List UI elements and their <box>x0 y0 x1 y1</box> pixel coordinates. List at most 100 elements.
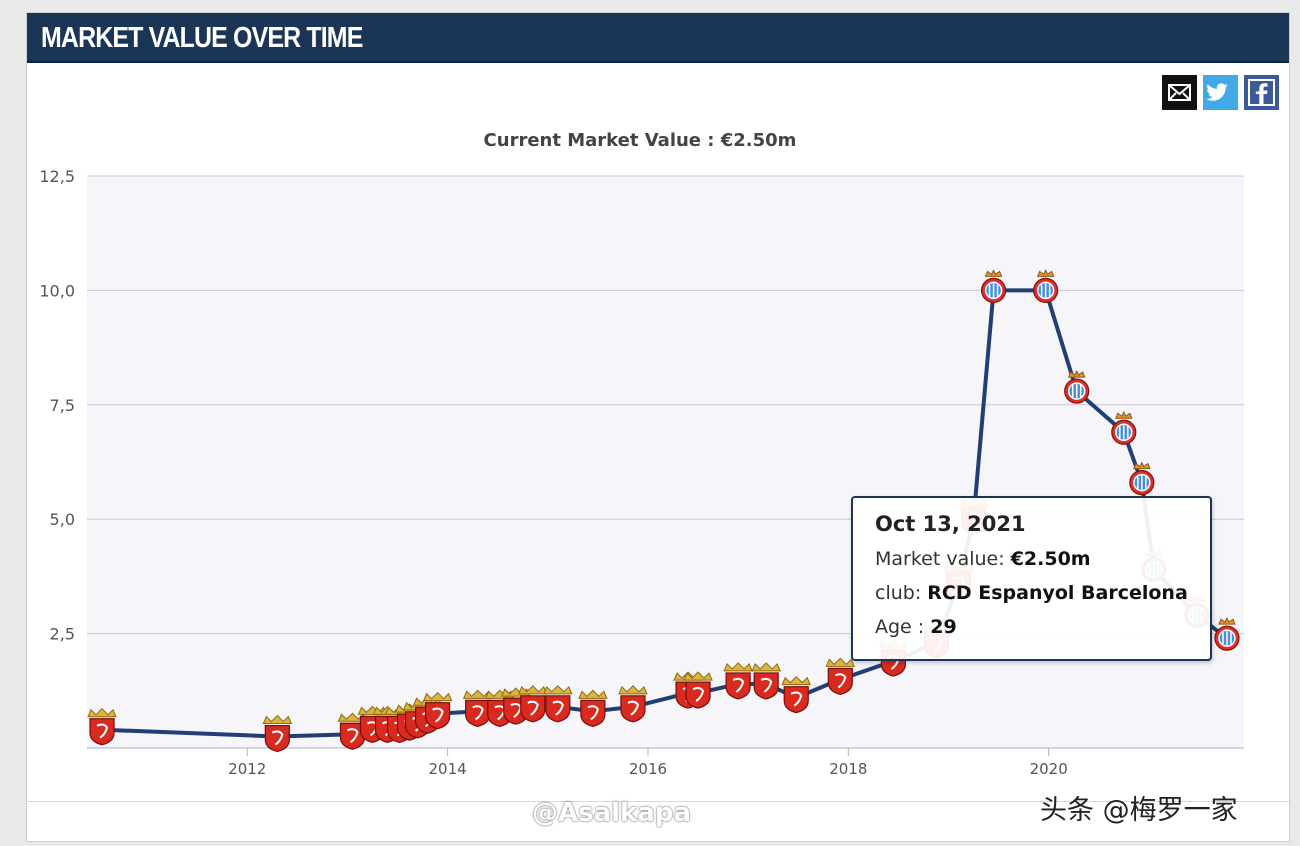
shield-emblem <box>790 691 803 707</box>
crown-shape <box>543 685 573 695</box>
crown-shape <box>578 689 608 699</box>
badge-stripes <box>1071 384 1082 399</box>
x-tick-label: 2014 <box>429 760 467 778</box>
shield-emblem <box>692 686 705 702</box>
shield-shape <box>783 686 809 714</box>
shield-emblem <box>587 705 599 721</box>
shield-emblem <box>732 677 745 693</box>
data-point-marker[interactable] <box>683 671 713 709</box>
crown-shape <box>825 657 856 667</box>
crown-shape <box>422 691 453 702</box>
x-tick-label: 2020 <box>1030 760 1068 778</box>
shield-emblem <box>627 700 640 716</box>
data-point-marker[interactable] <box>87 707 117 746</box>
crown-shape <box>262 714 293 725</box>
shield-emblem <box>96 723 109 739</box>
shield-emblem <box>760 677 773 693</box>
share-twitter-button[interactable] <box>1203 75 1238 110</box>
tooltip-age-value: 29 <box>930 616 957 638</box>
plot-background <box>87 176 1244 748</box>
panel-header: MARKET VALUE OVER TIME <box>27 13 1289 63</box>
badge-stripes <box>1137 475 1147 490</box>
shield-emblem <box>552 700 564 716</box>
data-point-marker[interactable] <box>980 269 1007 303</box>
shield-shape <box>580 699 606 728</box>
data-point-marker[interactable] <box>781 675 811 714</box>
y-tick-label: 5,0 <box>50 510 75 529</box>
tooltip-age: Age : 29 <box>875 610 1210 644</box>
data-point-marker[interactable] <box>825 657 856 695</box>
tooltip-value: €2.50m <box>1010 548 1091 570</box>
shield-emblem <box>472 705 484 721</box>
shield-shape <box>620 695 646 723</box>
data-point-marker[interactable] <box>578 689 608 728</box>
tooltip-market-value: Market value: €2.50m <box>875 542 1210 576</box>
market-value-panel: MARKET VALUE OVER TIME Current Market Va… <box>26 12 1290 842</box>
crown-shape <box>723 662 753 672</box>
data-point-marker[interactable] <box>1214 617 1240 651</box>
crown-shape <box>1133 461 1151 470</box>
crown-shape <box>1067 369 1086 378</box>
crown-shape <box>618 685 648 695</box>
data-point-marker[interactable] <box>262 714 293 753</box>
tooltip-age-label: Age : <box>875 616 925 638</box>
shield-shape <box>753 672 779 700</box>
shield-shape <box>89 718 115 746</box>
shield-shape <box>545 695 571 723</box>
x-tick-label: 2012 <box>228 760 266 778</box>
share-email-button[interactable] <box>1162 75 1197 110</box>
crown-shape <box>984 269 1003 277</box>
shield-shape <box>264 724 290 753</box>
data-point-marker[interactable] <box>1111 411 1137 445</box>
crown-shape <box>1115 411 1133 419</box>
email-icon <box>1168 84 1191 101</box>
y-tick-label: 10,0 <box>39 281 75 300</box>
tooltip-club-label: club: <box>875 582 922 604</box>
shield-shape <box>465 699 491 728</box>
data-point-marker[interactable] <box>751 662 781 700</box>
x-tick-label: 2016 <box>629 760 667 778</box>
facebook-icon <box>1248 79 1275 106</box>
chart-title: Current Market Value : €2.50m <box>484 130 797 151</box>
panel-divider <box>27 801 1289 802</box>
shield-emblem <box>271 730 284 746</box>
y-tick-label: 12,5 <box>39 167 75 186</box>
data-point-marker[interactable] <box>1129 461 1155 496</box>
shield-shape <box>725 672 751 700</box>
shield-shape <box>425 702 451 730</box>
panel-title: MARKET VALUE OVER TIME <box>41 22 363 54</box>
shield-emblem <box>834 673 847 689</box>
crown-shape <box>683 671 713 681</box>
badge-stripes <box>1222 631 1232 646</box>
data-point-marker[interactable] <box>1033 269 1059 303</box>
badge-stripes <box>1040 283 1051 298</box>
twitter-icon <box>1206 83 1228 101</box>
badge-stripes <box>988 283 999 298</box>
shield-shape <box>685 681 711 709</box>
crown-shape <box>751 662 781 672</box>
crown-shape <box>87 707 117 718</box>
y-tick-label: 2,5 <box>50 625 75 644</box>
x-tick-label: 2018 <box>829 760 867 778</box>
tooltip-club: club: RCD Espanyol Barcelona <box>875 576 1210 610</box>
share-facebook-button[interactable] <box>1244 75 1279 110</box>
data-point-marker[interactable] <box>543 685 573 723</box>
crown-shape <box>781 675 811 686</box>
market-value-chart: Current Market Value : €2.50m 12,5 10,0 7,… <box>39 130 1244 778</box>
crown-shape <box>1036 269 1055 277</box>
data-point-marker[interactable] <box>618 685 648 723</box>
badge-stripes <box>1119 425 1129 440</box>
shield-emblem <box>527 700 539 716</box>
data-point-marker[interactable] <box>723 662 753 700</box>
shield-shape <box>520 695 546 723</box>
watermark-weibo: @Asalkapa <box>532 798 692 828</box>
data-point-marker[interactable] <box>422 691 453 730</box>
crown-shape <box>1218 617 1236 625</box>
watermark-toutiao: 头条 @梅罗一家 <box>1040 795 1238 826</box>
tooltip-value-label: Market value: <box>875 548 1005 570</box>
data-point-marker[interactable] <box>518 685 548 723</box>
data-point-marker[interactable] <box>1064 369 1090 404</box>
tooltip-club-name: RCD Espanyol Barcelona <box>927 582 1188 604</box>
tooltip-date: Oct 13, 2021 <box>875 512 1026 536</box>
y-tick-label: 7,5 <box>50 396 75 415</box>
